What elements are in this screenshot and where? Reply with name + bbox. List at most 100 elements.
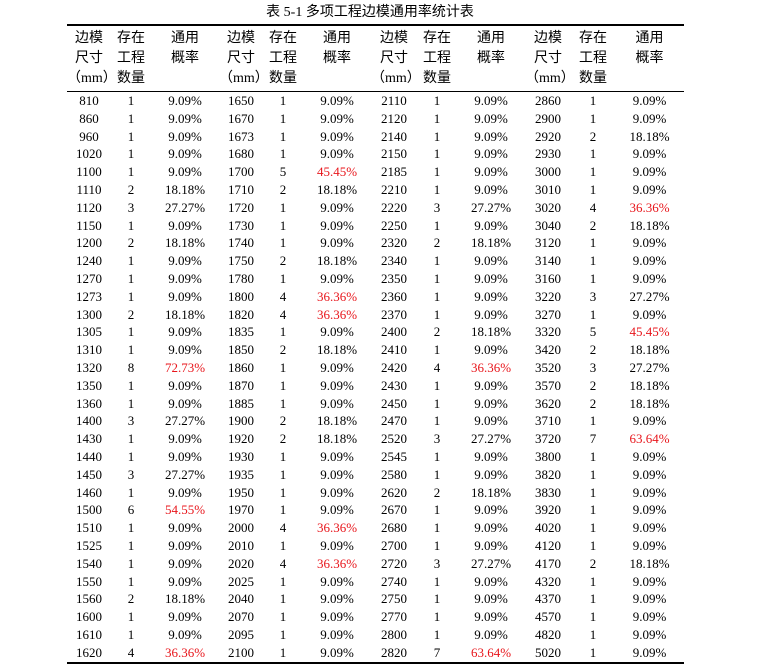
table-row: 1350 1 9.09% 1870 1 9.09% 2430 1 9.09% 3570 2 18.18… (67, 377, 684, 395)
size-cell: 1780 (228, 270, 254, 286)
size-cell: 2110 (381, 93, 407, 108)
count-cell: 1 (433, 270, 441, 286)
rate-cell: 18.18% (470, 484, 512, 500)
table-row: 1310 1 9.09% 1850 2 18.18% 2410 1 9.09% 3420 2 18.1… (67, 341, 684, 359)
size-cell: 1560 (76, 591, 102, 607)
size-cell: 1525 (76, 537, 102, 553)
count-cell: 1 (127, 395, 135, 411)
header-rate-2: 通用 概率 (303, 24, 371, 92)
size-cell: 3420 (535, 342, 561, 358)
size-cell: 2700 (381, 537, 407, 553)
rate-cell: 9.09% (474, 502, 508, 518)
size-cell: 1700 (228, 164, 254, 180)
table-row: 1320 8 72.73% 1860 1 9.09% 2420 4 36.36% 3520 3 27.… (67, 359, 684, 377)
table-row: 1620 4 36.36% 2100 1 9.09% 2820 7 63.64% 5020 1 9.0… (67, 643, 684, 664)
count-cell: 1 (127, 110, 135, 126)
count-cell: 1 (127, 520, 135, 536)
count-cell: 1 (127, 342, 135, 358)
count-cell: 1 (589, 413, 597, 429)
header-rate-4: 通用 概率 (615, 24, 684, 92)
header-size-line: 尺寸 (534, 51, 562, 66)
count-cell: 3 (127, 413, 135, 429)
table-row: 1300 2 18.18% 1820 4 36.36% 2370 1 9.09% 3270 1 9.0… (67, 306, 684, 324)
count-cell: 1 (279, 146, 287, 162)
count-cell: 1 (279, 395, 287, 411)
rate-cell: 9.09% (320, 235, 354, 251)
size-cell: 1930 (228, 448, 254, 464)
count-cell: 1 (127, 448, 135, 464)
rate-cell: 9.09% (632, 93, 667, 108)
table-row: 1540 1 9.09% 2020 4 36.36% 2720 3 27.27% 4170 2 18.… (67, 555, 684, 573)
size-cell: 1600 (76, 609, 102, 625)
count-cell: 3 (589, 288, 597, 304)
rate-cell: 9.09% (168, 288, 202, 304)
rate-cell: 9.09% (168, 324, 202, 340)
size-cell: 1900 (228, 413, 254, 429)
size-cell: 1920 (228, 431, 254, 447)
rate-cell: 9.09% (320, 146, 354, 162)
rate-cell: 9.09% (474, 626, 508, 642)
count-cell: 1 (279, 484, 287, 500)
header-count-4: 存在 工程 数量 (571, 24, 615, 92)
count-cell: 1 (127, 128, 135, 144)
rate-cell: 9.09% (632, 573, 667, 589)
size-cell: 2020 (228, 555, 254, 571)
header-rate-line: 通用 (477, 31, 505, 46)
count-cell: 1 (589, 253, 597, 269)
rate-cell: 9.09% (320, 537, 354, 553)
size-cell: 1885 (228, 395, 254, 411)
rate-cell: 9.09% (320, 591, 354, 607)
table-row: 1020 1 9.09% 1680 1 9.09% 2150 1 9.09% 2930 1 9.09% (67, 145, 684, 163)
count-cell: 1 (127, 93, 135, 108)
size-cell: 2720 (381, 555, 407, 571)
size-cell: 2400 (381, 324, 407, 340)
size-cell: 3320 (535, 324, 561, 340)
header-count-line: 数量 (423, 71, 451, 86)
size-cell: 1273 (76, 288, 102, 304)
rate-cell: 9.09% (168, 377, 202, 393)
size-cell: 2860 (535, 93, 561, 108)
size-cell: 1500 (76, 502, 102, 518)
size-cell: 2360 (381, 288, 407, 304)
table-row: 1120 3 27.27% 1720 1 9.09% 2220 3 27.27% 3020 4 36.… (67, 199, 684, 217)
size-cell: 2320 (381, 235, 407, 251)
size-cell: 1730 (228, 217, 254, 233)
count-cell: 4 (279, 306, 287, 322)
rate-cell: 9.09% (632, 110, 667, 126)
count-cell: 1 (279, 537, 287, 553)
table-row: 1270 1 9.09% 1780 1 9.09% 2350 1 9.09% 3160 1 9.09% (67, 270, 684, 288)
count-cell: 1 (433, 413, 441, 429)
header-rate-line: 概率 (477, 51, 505, 66)
size-cell: 3270 (535, 306, 561, 322)
count-cell: 1 (279, 270, 287, 286)
count-cell: 1 (279, 235, 287, 251)
rate-cell: 72.73% (164, 359, 206, 375)
count-cell: 1 (433, 520, 441, 536)
rate-cell: 9.09% (632, 537, 667, 553)
count-cell: 3 (433, 431, 441, 447)
rate-cell: 9.09% (474, 537, 508, 553)
rate-cell: 18.18% (470, 324, 512, 340)
rate-cell: 9.09% (632, 413, 667, 429)
size-cell: 1740 (228, 235, 254, 251)
size-cell: 1460 (76, 484, 102, 500)
rate-cell: 9.09% (320, 93, 354, 108)
size-cell: 3520 (535, 359, 561, 375)
size-cell: 3000 (535, 164, 561, 180)
size-cell: 4170 (535, 555, 561, 571)
header-rate-line: 概率 (171, 51, 199, 66)
rate-cell: 18.18% (164, 306, 206, 322)
count-cell: 1 (127, 431, 135, 447)
count-cell: 1 (589, 484, 597, 500)
rate-cell: 18.18% (629, 377, 670, 393)
size-cell: 1305 (76, 324, 102, 340)
size-cell: 4020 (535, 520, 561, 536)
count-cell: 2 (589, 342, 597, 358)
rate-cell: 9.09% (632, 466, 667, 482)
size-cell: 2930 (535, 146, 561, 162)
header-count-line: 数量 (269, 71, 297, 86)
count-cell: 7 (589, 431, 597, 447)
rate-cell: 18.18% (629, 555, 670, 571)
size-cell: 2580 (381, 466, 407, 482)
size-cell: 2740 (381, 573, 407, 589)
